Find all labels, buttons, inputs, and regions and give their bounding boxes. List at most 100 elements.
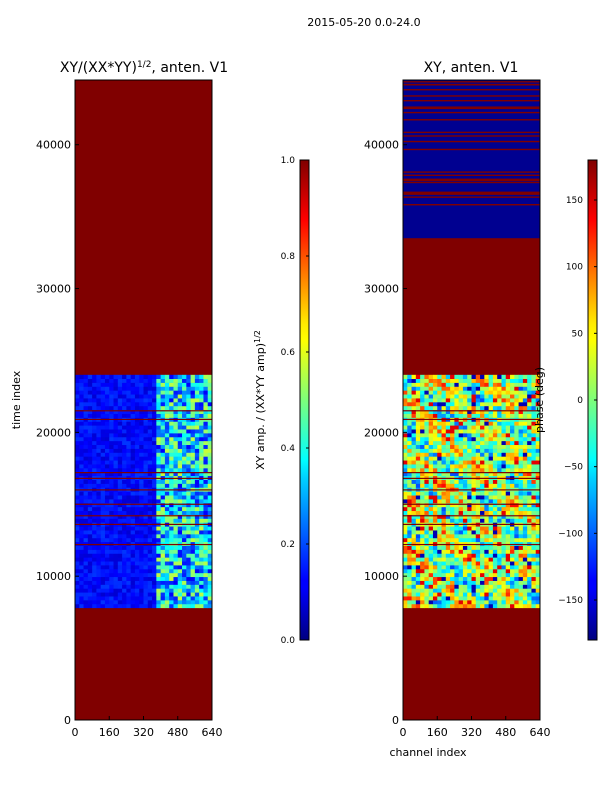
heatmap-cell bbox=[173, 565, 179, 570]
heatmap-cell bbox=[173, 386, 179, 391]
heatmap-cell bbox=[139, 382, 144, 387]
heatmap-cell bbox=[203, 390, 209, 395]
heatmap-cell bbox=[194, 456, 200, 461]
heatmap-cell bbox=[437, 568, 442, 574]
heatmap-cell bbox=[152, 464, 157, 469]
heatmap-cell bbox=[403, 456, 408, 461]
heatmap-cell bbox=[113, 534, 119, 539]
heatmap-cell bbox=[484, 425, 489, 430]
flagged-row-line bbox=[403, 131, 540, 134]
heatmap-cell bbox=[92, 596, 97, 601]
heatmap-cell bbox=[488, 433, 494, 438]
heatmap-cell bbox=[420, 561, 425, 566]
heatmap-cell bbox=[134, 374, 140, 380]
heatmap-cell bbox=[122, 436, 127, 442]
heatmap-cell bbox=[109, 471, 114, 477]
heatmap-cell bbox=[182, 398, 187, 403]
heatmap-cell bbox=[87, 452, 93, 457]
heatmap-cell bbox=[437, 580, 442, 585]
heatmap-cell bbox=[186, 390, 191, 395]
heatmap-cell bbox=[480, 409, 485, 414]
heatmap-cell bbox=[126, 553, 131, 558]
heatmap-cell bbox=[199, 572, 204, 578]
heatmap-cell bbox=[458, 409, 464, 414]
heatmap-cell bbox=[182, 580, 187, 585]
heatmap-cell bbox=[75, 537, 80, 543]
heatmap-cell bbox=[79, 471, 84, 477]
heatmap-cell bbox=[484, 576, 489, 581]
heatmap-cell bbox=[492, 479, 498, 484]
heatmap-cell bbox=[156, 506, 161, 512]
heatmap-cell bbox=[462, 471, 468, 477]
heatmap-cell bbox=[445, 433, 451, 438]
heatmap-cell bbox=[96, 483, 101, 488]
heatmap-cell bbox=[75, 491, 80, 496]
heatmap-cell bbox=[177, 436, 183, 442]
heatmap-cell bbox=[458, 506, 464, 512]
heatmap-cell bbox=[203, 596, 209, 601]
heatmap-cell bbox=[505, 483, 511, 488]
heatmap-cell bbox=[488, 553, 494, 558]
heatmap-cell bbox=[505, 386, 511, 391]
heatmap-cell bbox=[194, 448, 200, 453]
heatmap-cell bbox=[527, 600, 532, 605]
heatmap-cell bbox=[130, 510, 136, 515]
heatmap-cell bbox=[527, 440, 532, 446]
heatmap-cell bbox=[527, 526, 532, 531]
heatmap-cell bbox=[190, 499, 196, 504]
heatmap-cell bbox=[109, 576, 114, 581]
heatmap-cell bbox=[134, 568, 140, 574]
heatmap-cell bbox=[484, 502, 489, 508]
heatmap-cell bbox=[199, 580, 204, 585]
heatmap-cell bbox=[403, 510, 408, 515]
heatmap-cell bbox=[424, 514, 429, 519]
heatmap-cell bbox=[87, 483, 93, 488]
heatmap-cell bbox=[484, 433, 489, 438]
heatmap-cell bbox=[497, 576, 502, 581]
heatmap-cell bbox=[190, 518, 196, 523]
heatmap-cell bbox=[100, 518, 106, 523]
heatmap-cell bbox=[190, 471, 196, 477]
heatmap-cell bbox=[403, 584, 408, 589]
heatmap-cell bbox=[411, 545, 417, 550]
heatmap-cell bbox=[160, 374, 166, 380]
heatmap-cell bbox=[497, 374, 502, 380]
heatmap-cell bbox=[173, 382, 179, 387]
heatmap-cell bbox=[96, 398, 101, 403]
heatmap-cell bbox=[169, 584, 174, 589]
heatmap-cell bbox=[109, 565, 114, 570]
heatmap-cell bbox=[117, 471, 123, 477]
heatmap-cell bbox=[454, 561, 459, 566]
heatmap-cell bbox=[492, 541, 498, 546]
heatmap-cell bbox=[143, 514, 149, 519]
heatmap-cell bbox=[190, 596, 196, 601]
heatmap-cell bbox=[445, 603, 451, 609]
heatmap-cell bbox=[522, 518, 528, 523]
heatmap-cell bbox=[173, 506, 179, 512]
heatmap-cell bbox=[484, 456, 489, 461]
heatmap-cell bbox=[83, 433, 89, 438]
heatmap-cell bbox=[428, 382, 434, 387]
heatmap-cell bbox=[501, 499, 507, 504]
heatmap-cell bbox=[454, 580, 459, 585]
heatmap-cell bbox=[458, 436, 464, 442]
heatmap-cell bbox=[164, 452, 170, 457]
heatmap-cell bbox=[203, 584, 209, 589]
heatmap-cell bbox=[475, 514, 481, 519]
heatmap-cell bbox=[156, 468, 161, 473]
heatmap-cell bbox=[152, 568, 157, 574]
heatmap-cell bbox=[467, 553, 472, 558]
heatmap-cell bbox=[522, 436, 528, 442]
heatmap-cell bbox=[100, 378, 106, 383]
heatmap-cell bbox=[92, 448, 97, 453]
heatmap-cell bbox=[113, 510, 119, 515]
left-x-axis: 0 160 320 480 640 bbox=[72, 716, 223, 739]
heatmap-cell bbox=[130, 433, 136, 438]
heatmap-cell bbox=[139, 584, 144, 589]
heatmap-cell bbox=[156, 440, 161, 446]
heatmap-cell bbox=[488, 483, 494, 488]
heatmap-cell bbox=[156, 471, 161, 477]
heatmap-cell bbox=[164, 405, 170, 411]
heatmap-cell bbox=[113, 398, 119, 403]
heatmap-cell bbox=[471, 600, 477, 605]
